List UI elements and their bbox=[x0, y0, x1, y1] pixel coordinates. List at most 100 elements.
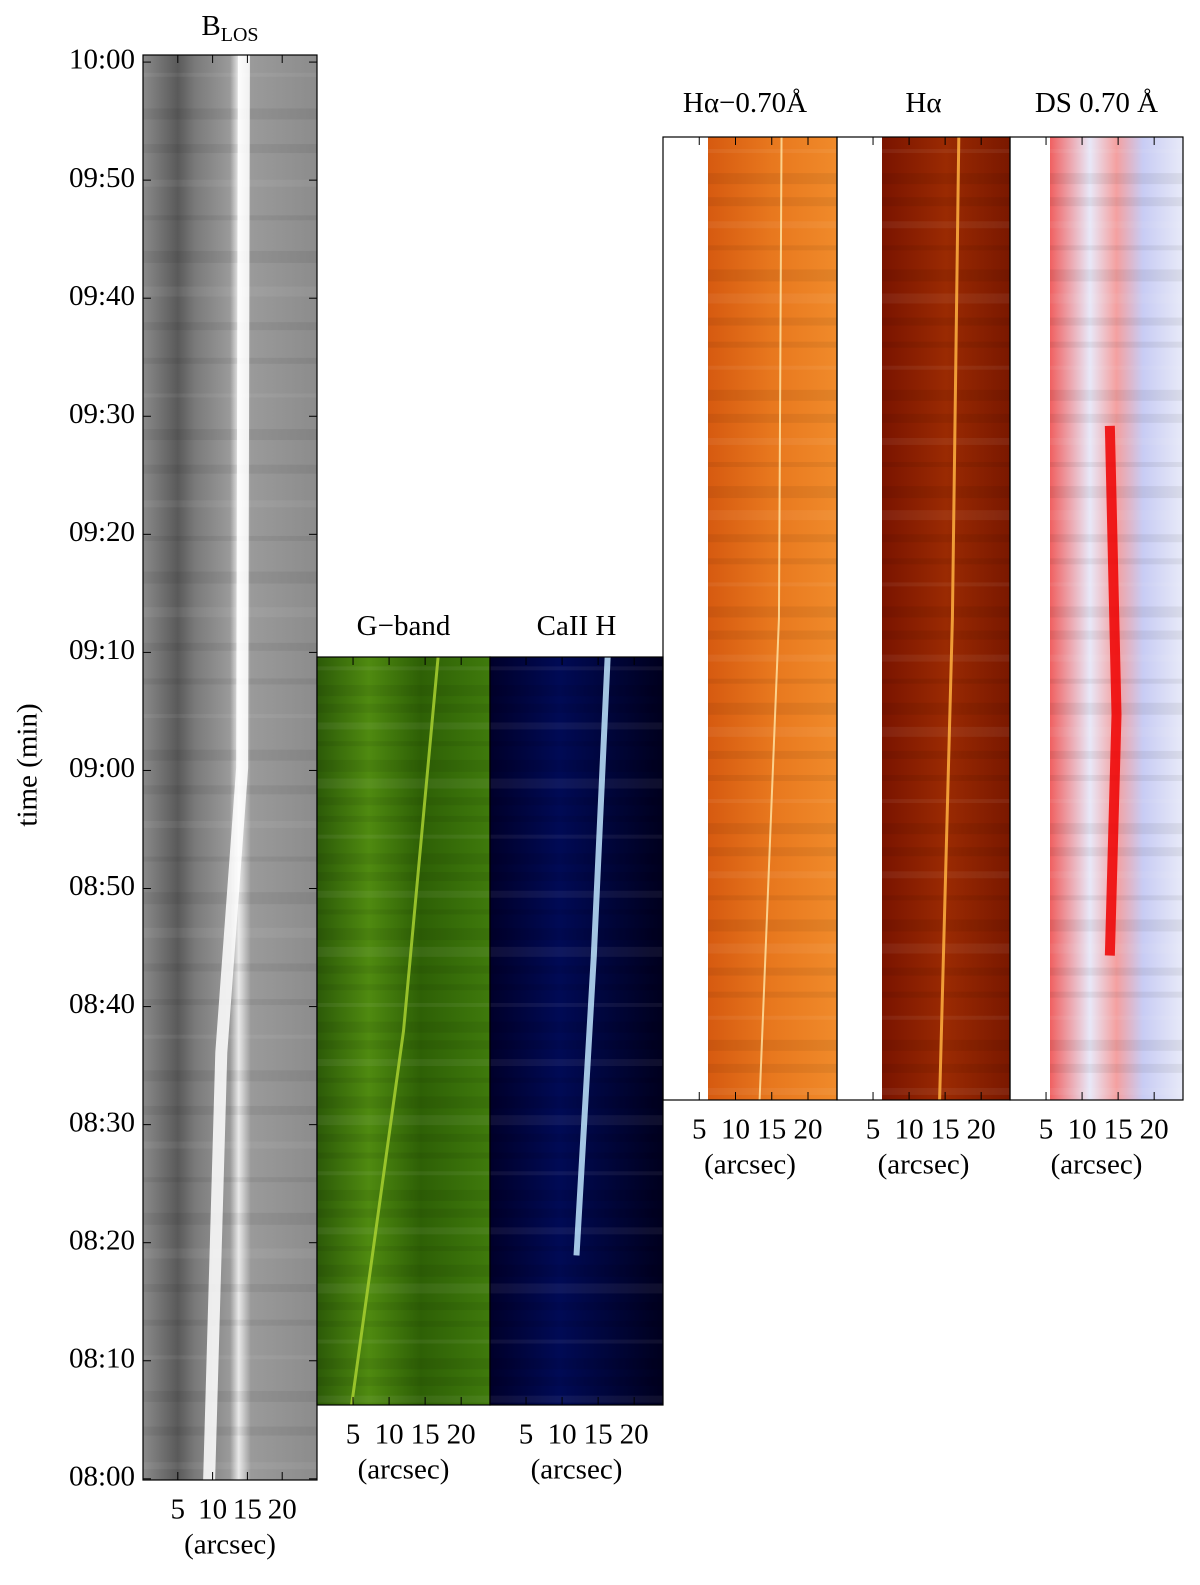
texture bbox=[490, 1189, 663, 1201]
texture bbox=[490, 853, 663, 865]
x-axis-label: (arcsec) bbox=[704, 1149, 796, 1181]
texture bbox=[1050, 173, 1183, 185]
texture bbox=[882, 654, 1010, 662]
texture bbox=[490, 1376, 663, 1386]
y-tick-label: 09:20 bbox=[69, 516, 135, 548]
texture bbox=[317, 722, 490, 730]
panel-image bbox=[490, 657, 663, 1405]
texture bbox=[1050, 943, 1183, 954]
feature-streak bbox=[203, 54, 250, 1481]
texture bbox=[317, 1320, 490, 1327]
texture bbox=[882, 606, 1010, 618]
texture bbox=[317, 1133, 490, 1142]
texture bbox=[317, 1376, 490, 1386]
texture bbox=[1050, 462, 1183, 468]
texture bbox=[143, 1034, 317, 1039]
texture bbox=[708, 726, 837, 737]
feature-streak bbox=[573, 656, 611, 1256]
texture bbox=[317, 890, 490, 898]
texture bbox=[490, 1302, 663, 1311]
panel-title: Hα−0.70Å bbox=[683, 87, 807, 119]
feature-streak bbox=[938, 136, 961, 1101]
texture bbox=[1050, 1015, 1183, 1020]
texture bbox=[1050, 245, 1183, 251]
y-tick-label: 09:00 bbox=[69, 752, 135, 784]
texture bbox=[490, 872, 663, 882]
texture bbox=[882, 317, 1010, 326]
panel-title-text: Hα bbox=[905, 87, 941, 119]
y-tick-label: 08:40 bbox=[69, 988, 135, 1020]
texture bbox=[882, 149, 1010, 154]
texture bbox=[708, 582, 837, 587]
texture bbox=[708, 678, 837, 684]
texture bbox=[317, 1152, 490, 1159]
x-tick-label: 5 bbox=[1039, 1114, 1054, 1146]
texture bbox=[143, 1105, 317, 1115]
y-tick-label: 09:30 bbox=[69, 398, 135, 430]
x-tick-label: 5 bbox=[692, 1114, 707, 1146]
panel-title: G−band bbox=[357, 610, 451, 642]
texture bbox=[882, 678, 1010, 684]
texture bbox=[490, 909, 663, 915]
texture bbox=[490, 1040, 663, 1050]
x-tick-label: 15 bbox=[584, 1419, 613, 1451]
texture bbox=[143, 72, 317, 77]
panel-title-text: B bbox=[201, 10, 220, 42]
y-tick-label: 09:50 bbox=[69, 162, 135, 194]
x-tick-label: 15 bbox=[931, 1114, 960, 1146]
texture bbox=[708, 510, 837, 521]
texture bbox=[1050, 919, 1183, 932]
texture bbox=[317, 1358, 490, 1370]
texture bbox=[882, 1087, 1010, 1095]
x-tick-label: 10 bbox=[1068, 1114, 1097, 1146]
texture bbox=[1050, 317, 1183, 326]
texture bbox=[143, 1284, 317, 1293]
texture bbox=[143, 642, 317, 651]
texture bbox=[708, 245, 837, 251]
texture bbox=[882, 1039, 1010, 1051]
x-tick-label: 20 bbox=[1140, 1114, 1169, 1146]
texture bbox=[490, 1152, 663, 1159]
texture bbox=[317, 1339, 490, 1344]
x-axis-label: (arcsec) bbox=[1051, 1149, 1143, 1181]
panel-title: CaII H bbox=[537, 610, 617, 642]
texture bbox=[708, 413, 837, 423]
texture bbox=[317, 1208, 490, 1218]
feature-streak bbox=[350, 656, 440, 1406]
texture bbox=[143, 785, 317, 795]
texture bbox=[708, 967, 837, 976]
panel-title-text: G−band bbox=[357, 610, 451, 642]
x-tick-label: 20 bbox=[620, 1419, 649, 1451]
texture bbox=[708, 317, 837, 326]
texture bbox=[882, 173, 1010, 185]
texture bbox=[143, 179, 317, 187]
texture bbox=[882, 341, 1010, 348]
panel-image bbox=[708, 137, 837, 1100]
texture bbox=[143, 535, 317, 541]
texture bbox=[882, 919, 1010, 932]
texture bbox=[708, 365, 837, 370]
texture bbox=[317, 1395, 490, 1403]
texture bbox=[317, 1283, 490, 1294]
texture bbox=[317, 909, 490, 915]
texture bbox=[143, 393, 317, 398]
texture bbox=[708, 1063, 837, 1073]
texture bbox=[490, 1021, 663, 1033]
texture bbox=[490, 984, 663, 991]
texture bbox=[708, 943, 837, 954]
texture bbox=[143, 250, 317, 263]
panel-title-text: DS 0.70 Å bbox=[1035, 87, 1158, 119]
texture bbox=[143, 1141, 317, 1149]
texture bbox=[143, 357, 317, 364]
texture bbox=[317, 1189, 490, 1201]
texture bbox=[490, 1358, 663, 1370]
texture bbox=[882, 774, 1010, 781]
texture bbox=[143, 286, 317, 297]
texture bbox=[1050, 341, 1183, 348]
texture bbox=[317, 1246, 490, 1252]
texture bbox=[143, 108, 317, 120]
texture bbox=[708, 558, 837, 565]
texture bbox=[1050, 486, 1183, 499]
texture bbox=[708, 269, 837, 282]
x-tick-label: 10 bbox=[548, 1419, 577, 1451]
